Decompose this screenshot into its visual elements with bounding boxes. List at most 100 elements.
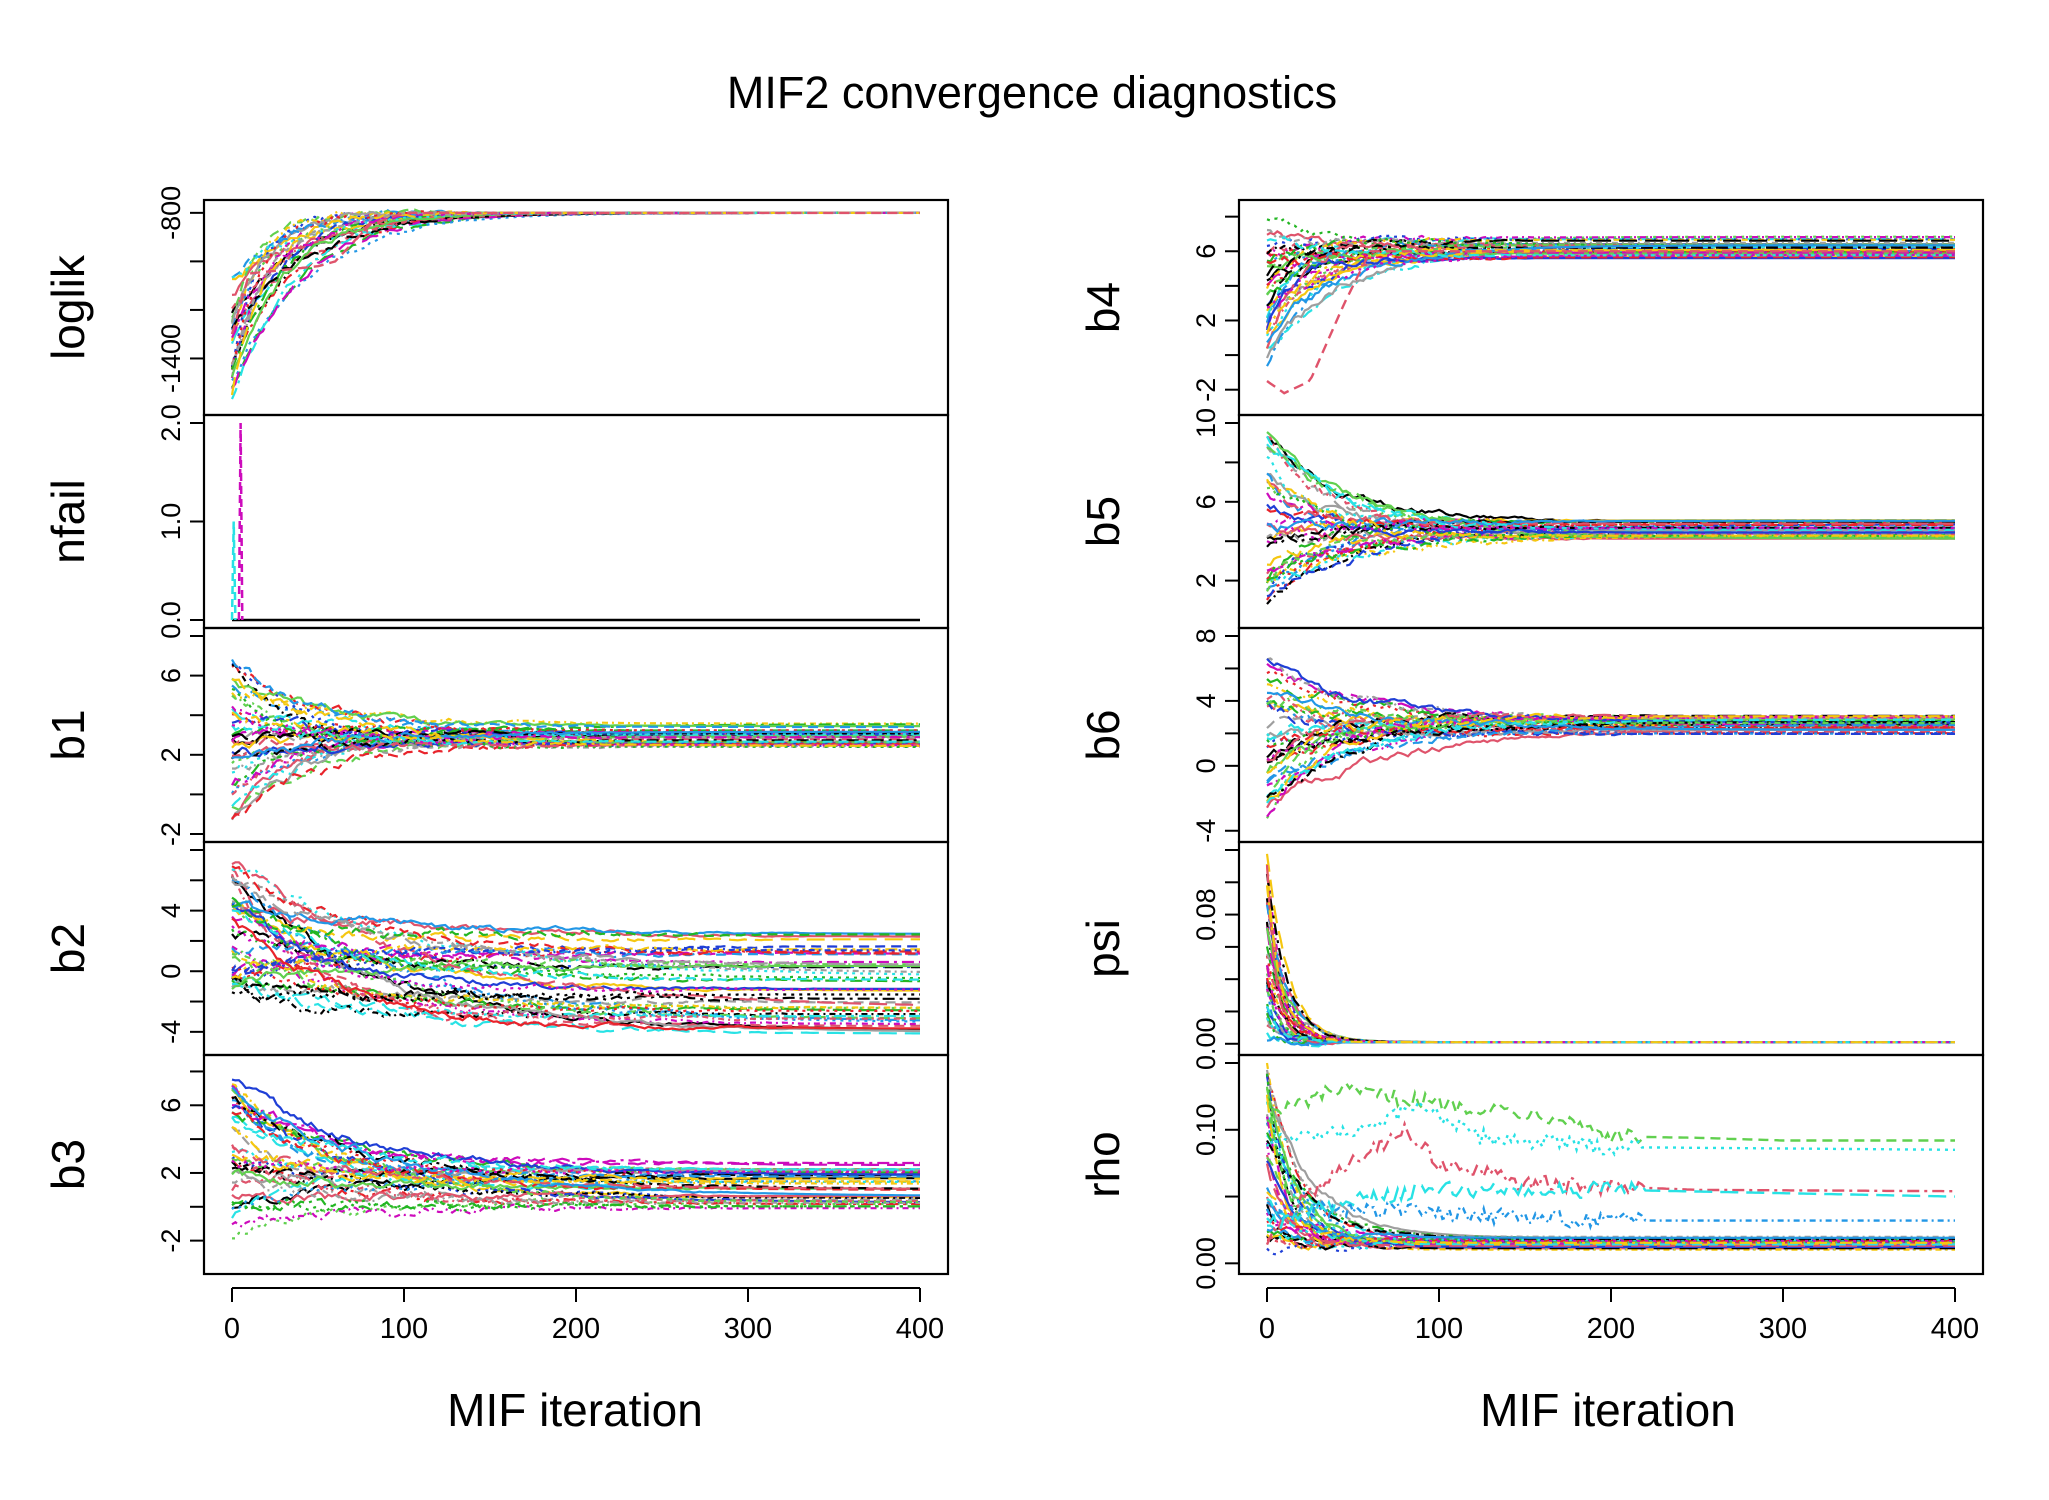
psi-series-23 [1265, 981, 1955, 1044]
b2-y-axis-label: b2 [42, 923, 94, 974]
psi-series-16 [1266, 1010, 1955, 1045]
rho-series-slow-2 [1265, 1098, 1955, 1157]
b2-series-42 [231, 946, 920, 973]
loglik-y-tick-label-0: -800 [156, 186, 186, 240]
panel-rho: 0.00 0.10 rho 0 100 200 300 400 [1077, 1053, 1985, 1345]
rho-series-slow-4 [1266, 1179, 1956, 1229]
psi-series-8 [1265, 1016, 1955, 1044]
psi-series-11 [1265, 946, 1955, 1044]
b2-series-24 [230, 873, 920, 1022]
b6-series-38 [1266, 718, 1955, 804]
b2-series-43 [231, 917, 920, 1031]
b2-series-23 [231, 930, 920, 971]
psi-series-17 [1265, 927, 1955, 1044]
nfail-plot-frame [202, 413, 950, 630]
x-tick-label-left-2: 200 [552, 1313, 600, 1345]
b1-y-tick-label-0: -2 [156, 822, 186, 846]
psi-plot-frame [1237, 840, 1985, 1057]
nfail-spike-1 [230, 521, 237, 621]
b6-y-tick-label-0: -4 [1191, 819, 1221, 843]
b2-series-34 [231, 975, 920, 1003]
rho-series-40 [1266, 1191, 1955, 1245]
b1-series-14 [231, 734, 920, 812]
b3-series-38 [231, 1116, 920, 1173]
b5-series-37 [1266, 516, 1955, 534]
b3-series-33 [231, 1197, 920, 1214]
nfail-series-group [230, 422, 920, 622]
psi-series-4 [1265, 984, 1955, 1047]
figure-title: MIF2 convergence diagnostics [727, 67, 1337, 118]
b3-plot-frame [202, 1053, 950, 1276]
b3-y-tick-label-1: 2 [156, 1165, 186, 1180]
b1-series-16 [231, 732, 920, 807]
psi-series-14 [1265, 980, 1955, 1044]
b2-series-44 [231, 903, 920, 941]
b3-series-6 [231, 1203, 920, 1229]
psi-series-39 [1265, 988, 1955, 1044]
psi-series-9 [1265, 902, 1955, 1044]
b1-y-tick-label-2: 6 [156, 668, 186, 683]
rho-series-38 [1266, 1198, 1955, 1246]
psi-series-35 [1265, 864, 1955, 1046]
b5-y-tick-label-0: 2 [1191, 573, 1221, 588]
rho-series-39 [1265, 1212, 1955, 1245]
b6-y-tick-label-1: 0 [1191, 758, 1221, 773]
b2-series-39 [231, 925, 920, 994]
b5-series-30 [1266, 528, 1955, 545]
b4-series-group [1265, 217, 1955, 395]
b6-y-tick-label-3: 8 [1191, 628, 1221, 643]
x-axis-label-left: MIF iteration [447, 1384, 703, 1436]
b3-series-1 [231, 1174, 920, 1210]
b2-series-22 [231, 896, 920, 983]
b1-series-18 [231, 692, 920, 726]
b3-series-26 [231, 1099, 920, 1181]
b4-y-axis-label: b4 [1077, 282, 1129, 333]
b2-series-4 [231, 878, 920, 1022]
psi-series-25 [1265, 927, 1955, 1044]
psi-series-19 [1266, 1012, 1955, 1044]
panel-nfail: 0.0 1.0 2.0 nfail [42, 404, 950, 639]
b6-series-30 [1266, 657, 1955, 721]
psi-series-30 [1265, 953, 1955, 1044]
b2-series-18 [231, 949, 920, 1010]
b5-series-39 [1266, 520, 1955, 545]
b4-series-40 [1265, 246, 1955, 335]
x-tick-label-left-4: 400 [896, 1313, 944, 1345]
b2-y-tick-label-1: 0 [156, 964, 186, 979]
b1-series-28 [231, 733, 920, 786]
b4-series-6 [1266, 234, 1955, 258]
b5-y-tick-label-1: 6 [1191, 494, 1221, 509]
psi-series-15 [1265, 1006, 1955, 1044]
b6-series-20 [1266, 700, 1955, 739]
b3-y-tick-label-2: 6 [156, 1098, 186, 1113]
loglik-series-25 [230, 211, 920, 378]
rho-series-10 [1265, 1073, 1955, 1242]
b6-series-group [1266, 657, 1955, 819]
b3-series-group [231, 1078, 921, 1240]
rho-series-32 [1266, 1218, 1955, 1243]
psi-series-20 [1265, 979, 1955, 1045]
b2-series-38 [231, 909, 920, 982]
b6-series-29 [1266, 716, 1955, 803]
rho-series-27 [1265, 1101, 1955, 1241]
b6-series-21 [1266, 670, 1955, 728]
psi-y-tick-label-0: 0.00 [1191, 1017, 1221, 1070]
psi-series-24 [1265, 964, 1955, 1044]
b3-series-31 [231, 1078, 921, 1176]
b1-series-37 [231, 730, 920, 759]
psi-series-29 [1265, 853, 1955, 1044]
b3-series-28 [231, 1084, 920, 1167]
rho-plot-frame [1237, 1053, 1985, 1276]
b6-series-40 [1266, 712, 1955, 775]
b5-series-35 [1266, 480, 1955, 528]
rho-y-tick-label-1: 0.10 [1191, 1103, 1221, 1156]
b5-series-38 [1266, 435, 1955, 531]
rho-series-29 [1265, 1094, 1955, 1249]
x-tick-label-left-1: 100 [380, 1313, 428, 1345]
psi-series-36 [1265, 989, 1955, 1045]
b4-series-37 [1266, 244, 1955, 344]
panel-b4: -2 2 6 b4 [1077, 198, 1985, 417]
b1-series-22 [231, 723, 920, 787]
b6-series-4 [1266, 722, 1955, 782]
b4-series-32 [1266, 252, 1955, 267]
